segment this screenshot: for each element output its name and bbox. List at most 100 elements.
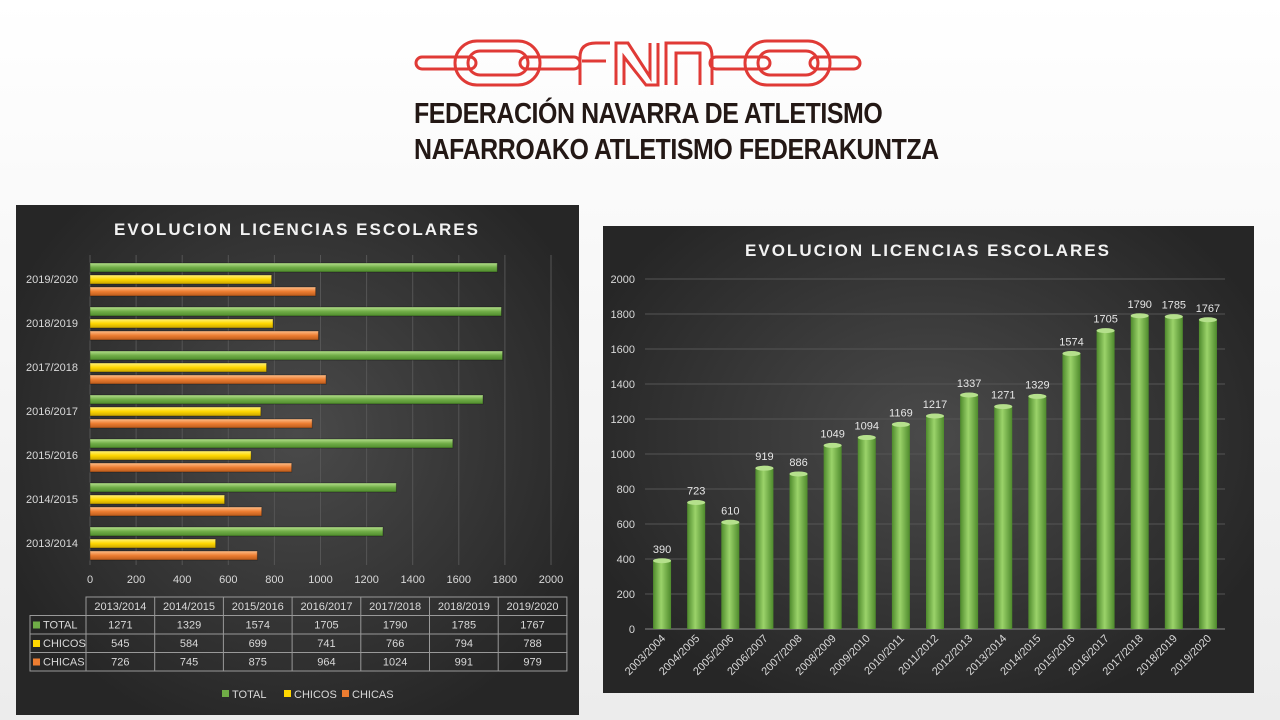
bar-top: [1028, 393, 1047, 399]
legend-key-icon: [284, 690, 291, 697]
category-label: 2014/2015: [26, 494, 78, 506]
bar: [823, 445, 842, 629]
logo-line-2: NAFARROAKO ATLETISMO FEDERAKUNTZA: [414, 134, 939, 166]
data-label: 1705: [1093, 314, 1117, 326]
bar-chicos: [89, 362, 268, 373]
table-cell: 1271: [108, 620, 132, 632]
bar-top: [721, 519, 740, 525]
bar-chicas: [89, 418, 313, 429]
data-label: 1785: [1162, 300, 1186, 312]
category-label: 2018/2019: [26, 318, 78, 330]
x-tick-label: 1600: [447, 574, 471, 586]
y-tick-label: 1000: [611, 449, 635, 461]
x-tick-label: 0: [87, 574, 93, 586]
x-tick-label: 800: [265, 574, 283, 586]
bar: [755, 468, 774, 629]
bar-top: [823, 442, 842, 448]
table-header: 2013/2014: [94, 601, 146, 613]
x-tick-label: 600: [219, 574, 237, 586]
bar-total: [89, 526, 384, 537]
bar-top: [1198, 317, 1217, 323]
table-cell: 794: [455, 638, 473, 650]
bar: [789, 473, 808, 629]
table-cell: 699: [249, 638, 267, 650]
y-tick-label: 2000: [611, 274, 635, 286]
x-tick-label: 2000: [539, 574, 563, 586]
table-cell: 766: [386, 638, 404, 650]
data-label: 919: [755, 451, 773, 463]
data-label: 1329: [1025, 379, 1049, 391]
data-label: 1574: [1059, 337, 1083, 349]
data-label: 1217: [923, 399, 947, 411]
table-header: 2014/2015: [163, 601, 215, 613]
vertical-bar-chart: EVOLUCION LICENCIAS ESCOLARES 0 200 400 600…: [611, 241, 1225, 678]
table-cell: 964: [317, 657, 335, 669]
bar-chicos: [89, 406, 262, 417]
category-label: 2019/2020: [26, 274, 78, 286]
y-tick-label: 1800: [611, 309, 635, 321]
bar-top: [755, 465, 774, 471]
legend-key-icon: [33, 658, 40, 666]
bar-chicos: [89, 538, 217, 549]
bar: [1164, 316, 1183, 629]
y-tick-label: 1400: [611, 379, 635, 391]
data-label: 1790: [1127, 299, 1151, 311]
legend-entry: TOTAL: [232, 689, 266, 701]
table-row-label: CHICOS: [43, 638, 86, 650]
bar: [721, 522, 740, 629]
bar-total: [89, 350, 504, 361]
data-label: 1271: [991, 390, 1015, 402]
table-cell: 875: [249, 657, 267, 669]
legend-entry: CHICOS: [294, 689, 337, 701]
bar: [994, 406, 1013, 629]
data-label: 610: [721, 505, 739, 517]
category-label: 2013/2014: [26, 538, 78, 550]
table-row-label: CHICAS: [43, 657, 85, 669]
bar: [1062, 353, 1081, 629]
bar-chicas: [89, 550, 258, 561]
bar-top: [1164, 314, 1183, 320]
bar: [891, 424, 910, 629]
bar: [857, 437, 876, 629]
bar-top: [960, 392, 979, 398]
y-tick-label: 1600: [611, 344, 635, 356]
x-tick-label: 1200: [354, 574, 378, 586]
chain-logo-mark: [414, 39, 862, 87]
data-label: 1767: [1196, 303, 1220, 315]
table-header: 2017/2018: [369, 601, 421, 613]
legend-key-icon: [33, 621, 40, 629]
data-label: 723: [687, 485, 705, 497]
bar-total: [89, 482, 397, 493]
bar: [1198, 319, 1217, 629]
table-row-label: TOTAL: [43, 620, 77, 632]
y-tick-label: 0: [629, 624, 635, 636]
x-tick-label: 1400: [400, 574, 424, 586]
bar-top: [653, 558, 672, 564]
logo-line-1: FEDERACIÓN NAVARRA DE ATLETISMO: [414, 98, 883, 130]
x-tick-label: 1000: [308, 574, 332, 586]
y-tick-label: 1200: [611, 414, 635, 426]
table-cell: 584: [180, 638, 198, 650]
bar-top: [926, 413, 944, 419]
table-cell: 545: [111, 638, 129, 650]
bar-top: [1130, 313, 1149, 319]
bar-chicos: [89, 318, 274, 329]
x-tick-label: 400: [173, 574, 191, 586]
bar: [1028, 396, 1047, 629]
x-tick-label: 200: [127, 574, 145, 586]
chart-title: EVOLUCION LICENCIAS ESCOLARES: [114, 220, 480, 239]
table-cell: 745: [180, 657, 198, 669]
data-label: 1169: [889, 407, 913, 419]
table-row: [29, 652, 568, 672]
vertical-bar-chart-panel: EVOLUCION LICENCIAS ESCOLARES 0 200 400 600…: [603, 226, 1254, 693]
bar-chicas: [89, 506, 263, 517]
data-label: 390: [653, 544, 671, 556]
x-tick-label: 1800: [493, 574, 517, 586]
bar-top: [687, 499, 706, 505]
y-tick-label: 800: [617, 484, 635, 496]
table-cell: 788: [523, 638, 541, 650]
legend-key-icon: [342, 690, 349, 697]
data-label: 1337: [957, 378, 981, 390]
y-tick-label: 200: [617, 589, 635, 601]
bar: [1096, 330, 1115, 629]
